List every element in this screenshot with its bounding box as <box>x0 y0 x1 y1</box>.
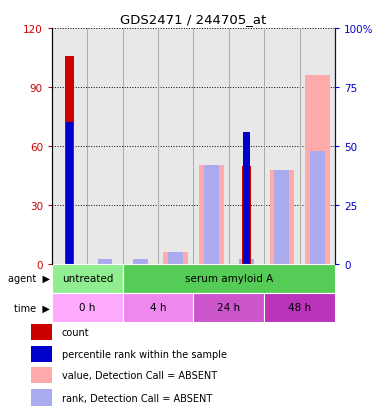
Bar <box>168 252 183 264</box>
Text: 0 h: 0 h <box>79 303 95 313</box>
Bar <box>67 123 73 264</box>
Text: agent  ▶: agent ▶ <box>8 274 50 284</box>
Bar <box>52 264 123 293</box>
Text: serum amyloid A: serum amyloid A <box>185 274 273 284</box>
Bar <box>31 367 52 383</box>
Text: 48 h: 48 h <box>288 303 311 313</box>
Bar <box>193 293 264 322</box>
Text: time  ▶: time ▶ <box>14 303 50 313</box>
Bar <box>52 293 123 322</box>
Text: count: count <box>62 327 89 337</box>
Bar <box>65 56 74 264</box>
Bar <box>270 170 294 264</box>
Bar <box>275 170 289 264</box>
Bar <box>204 166 219 264</box>
Text: rank, Detection Call = ABSENT: rank, Detection Call = ABSENT <box>62 393 212 403</box>
Bar <box>31 389 52 406</box>
Bar <box>264 293 335 322</box>
Bar <box>123 264 335 293</box>
Bar <box>310 151 325 264</box>
Text: 24 h: 24 h <box>217 303 240 313</box>
Text: 4 h: 4 h <box>150 303 166 313</box>
Bar <box>243 133 250 264</box>
Text: untreated: untreated <box>62 274 113 284</box>
Bar <box>31 324 52 340</box>
Text: percentile rank within the sample: percentile rank within the sample <box>62 349 227 359</box>
Bar <box>133 260 148 264</box>
Bar <box>31 346 52 362</box>
Bar <box>199 166 224 264</box>
Bar <box>239 260 254 264</box>
Bar <box>242 166 251 264</box>
Text: value, Detection Call = ABSENT: value, Detection Call = ABSENT <box>62 370 217 380</box>
Bar <box>305 76 330 264</box>
Bar <box>163 252 188 264</box>
Bar <box>123 293 193 322</box>
Title: GDS2471 / 244705_at: GDS2471 / 244705_at <box>121 13 266 26</box>
Bar <box>98 260 112 264</box>
